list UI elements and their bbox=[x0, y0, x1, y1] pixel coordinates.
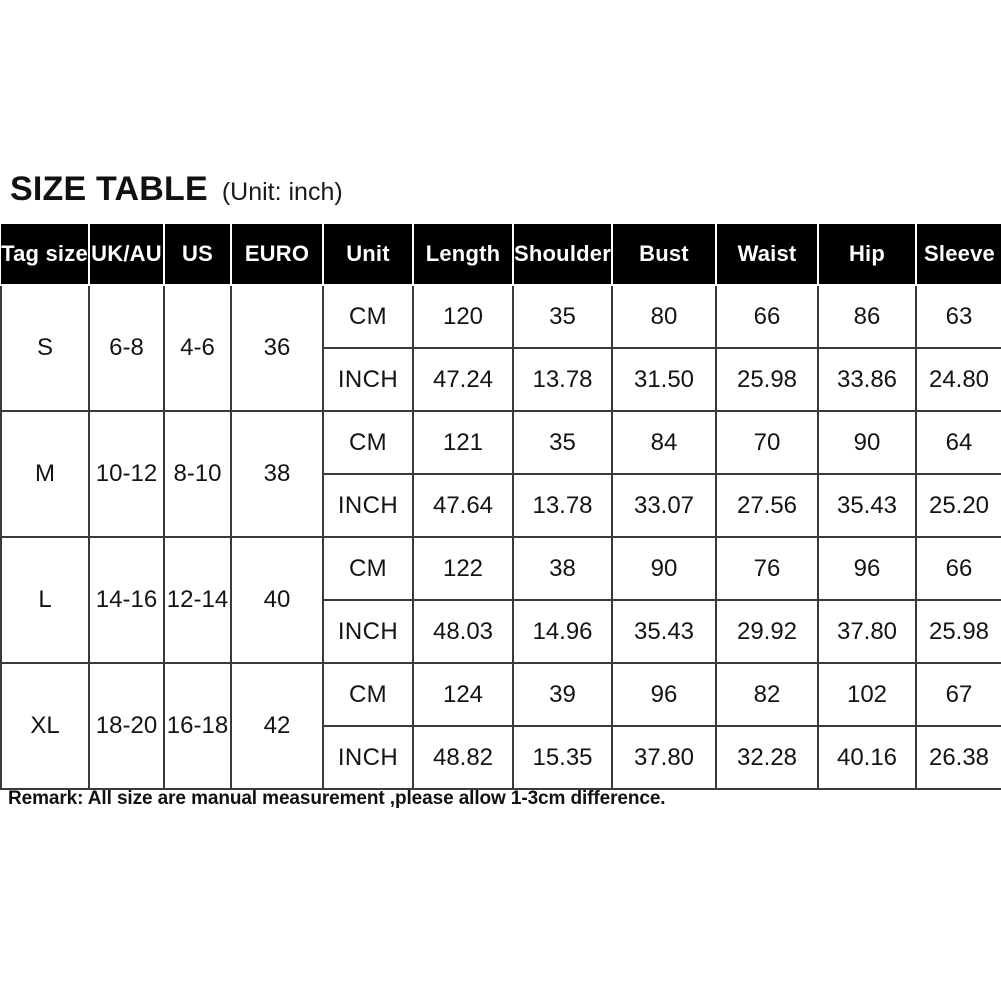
size-table: Tag size UK/AU US EURO Unit Length Shoul… bbox=[0, 224, 1001, 790]
cell-tag-size: L bbox=[0, 536, 90, 664]
cell-hip-inch: 35.43 bbox=[817, 473, 917, 538]
column-header-euro: EURO bbox=[230, 224, 324, 286]
column-header-sleeve: Sleeve bbox=[915, 224, 1001, 286]
cell-length-cm: 124 bbox=[412, 662, 514, 727]
column-header-unit: Unit bbox=[322, 224, 414, 286]
cell-tag-size: S bbox=[0, 284, 90, 412]
column-header-us: US bbox=[163, 224, 232, 286]
cell-waist-inch: 25.98 bbox=[715, 347, 819, 412]
cell-bust-inch: 37.80 bbox=[611, 725, 717, 790]
column-header-waist: Waist bbox=[715, 224, 819, 286]
table-row: INCH 48.03 14.96 35.43 29.92 37.80 25.98 bbox=[1, 599, 1001, 664]
cell-shoulder-cm: 35 bbox=[512, 284, 613, 349]
cell-hip-cm: 96 bbox=[817, 536, 917, 601]
cell-length-inch: 47.24 bbox=[412, 347, 514, 412]
cell-waist-inch: 32.28 bbox=[715, 725, 819, 790]
cell-us: 4-6 bbox=[163, 284, 232, 412]
cell-length-inch: 48.03 bbox=[412, 599, 514, 664]
cell-tag-size: XL bbox=[0, 662, 90, 790]
cell-sleeve-cm: 66 bbox=[915, 536, 1001, 601]
cell-hip-inch: 40.16 bbox=[817, 725, 917, 790]
column-header-uk-au: UK/AU bbox=[88, 224, 165, 286]
cell-uk-au: 14-16 bbox=[88, 536, 165, 664]
cell-shoulder-inch: 13.78 bbox=[512, 473, 613, 538]
cell-length-cm: 121 bbox=[412, 410, 514, 475]
cell-waist-inch: 29.92 bbox=[715, 599, 819, 664]
cell-sleeve-inch: 25.20 bbox=[915, 473, 1001, 538]
cell-unit-cm: CM bbox=[322, 284, 414, 349]
cell-bust-cm: 80 bbox=[611, 284, 717, 349]
table-row: L 14-16 12-14 40 CM 122 38 90 76 96 66 bbox=[0, 536, 1001, 664]
cell-uk-au: 10-12 bbox=[88, 410, 165, 538]
cell-euro: 42 bbox=[230, 662, 324, 790]
cell-euro: 38 bbox=[230, 410, 324, 538]
cell-sleeve-inch: 24.80 bbox=[915, 347, 1001, 412]
cell-us: 12-14 bbox=[163, 536, 232, 664]
cell-unit-cm: CM bbox=[322, 536, 414, 601]
cell-hip-cm: 102 bbox=[817, 662, 917, 727]
cell-sleeve-cm: 64 bbox=[915, 410, 1001, 475]
cell-shoulder-cm: 38 bbox=[512, 536, 613, 601]
cell-unit-inch: INCH bbox=[322, 473, 414, 538]
cell-hip-inch: 37.80 bbox=[817, 599, 917, 664]
cell-shoulder-cm: 39 bbox=[512, 662, 613, 727]
cell-shoulder-inch: 15.35 bbox=[512, 725, 613, 790]
cell-shoulder-cm: 35 bbox=[512, 410, 613, 475]
cell-unit-inch: INCH bbox=[322, 599, 414, 664]
cell-us: 16-18 bbox=[163, 662, 232, 790]
cell-hip-inch: 33.86 bbox=[817, 347, 917, 412]
cell-waist-cm: 70 bbox=[715, 410, 819, 475]
cell-unit-cm: CM bbox=[322, 662, 414, 727]
cell-waist-cm: 76 bbox=[715, 536, 819, 601]
cell-bust-inch: 31.50 bbox=[611, 347, 717, 412]
cell-unit-inch: INCH bbox=[322, 347, 414, 412]
cell-length-inch: 47.64 bbox=[412, 473, 514, 538]
column-header-bust: Bust bbox=[611, 224, 717, 286]
column-header-length: Length bbox=[412, 224, 514, 286]
cell-waist-inch: 27.56 bbox=[715, 473, 819, 538]
cell-waist-cm: 82 bbox=[715, 662, 819, 727]
cell-bust-cm: 90 bbox=[611, 536, 717, 601]
cell-length-cm: 120 bbox=[412, 284, 514, 349]
table-row: S 6-8 4-6 36 CM 120 35 80 66 86 63 bbox=[0, 284, 1001, 412]
cell-bust-cm: 96 bbox=[611, 662, 717, 727]
cell-sleeve-cm: 63 bbox=[915, 284, 1001, 349]
cell-shoulder-inch: 13.78 bbox=[512, 347, 613, 412]
table-row: INCH 48.82 15.35 37.80 32.28 40.16 26.38 bbox=[1, 725, 1001, 790]
cell-unit-inch: INCH bbox=[322, 725, 414, 790]
title-block: SIZE TABLE (Unit: inch) bbox=[10, 170, 343, 209]
page-title: SIZE TABLE bbox=[10, 170, 208, 208]
cell-bust-inch: 35.43 bbox=[611, 599, 717, 664]
table-row: INCH 47.24 13.78 31.50 25.98 33.86 24.80 bbox=[1, 347, 1001, 412]
cell-shoulder-inch: 14.96 bbox=[512, 599, 613, 664]
cell-sleeve-inch: 26.38 bbox=[915, 725, 1001, 790]
table-row: XL 18-20 16-18 42 CM 124 39 96 82 102 67 bbox=[0, 662, 1001, 790]
cell-euro: 40 bbox=[230, 536, 324, 664]
cell-waist-cm: 66 bbox=[715, 284, 819, 349]
cell-us: 8-10 bbox=[163, 410, 232, 538]
table-row: M 10-12 8-10 38 CM 121 35 84 70 90 64 bbox=[0, 410, 1001, 538]
cell-hip-cm: 86 bbox=[817, 284, 917, 349]
cell-bust-cm: 84 bbox=[611, 410, 717, 475]
cell-sleeve-cm: 67 bbox=[915, 662, 1001, 727]
cell-sleeve-inch: 25.98 bbox=[915, 599, 1001, 664]
cell-uk-au: 18-20 bbox=[88, 662, 165, 790]
title-unit-note: (Unit: inch) bbox=[221, 178, 343, 206]
remark-note: Remark: All size are manual measurement … bbox=[8, 788, 666, 809]
column-header-hip: Hip bbox=[817, 224, 917, 286]
column-header-tag-size: Tag size bbox=[1, 224, 90, 286]
cell-euro: 36 bbox=[230, 284, 324, 412]
cell-unit-cm: CM bbox=[322, 410, 414, 475]
cell-tag-size: M bbox=[0, 410, 90, 538]
cell-length-cm: 122 bbox=[412, 536, 514, 601]
cell-length-inch: 48.82 bbox=[412, 725, 514, 790]
table-header-row: Tag size UK/AU US EURO Unit Length Shoul… bbox=[1, 224, 1001, 286]
cell-bust-inch: 33.07 bbox=[611, 473, 717, 538]
column-header-shoulder: Shoulder bbox=[512, 224, 613, 286]
cell-hip-cm: 90 bbox=[817, 410, 917, 475]
cell-uk-au: 6-8 bbox=[88, 284, 165, 412]
